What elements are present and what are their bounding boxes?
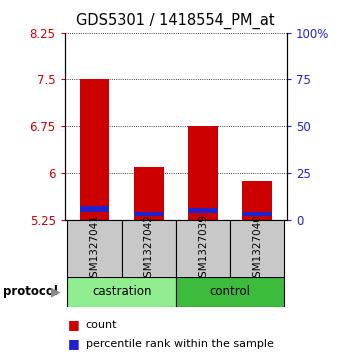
Bar	[176, 220, 230, 278]
Bar	[122, 220, 176, 278]
Text: percentile rank within the sample: percentile rank within the sample	[86, 339, 274, 349]
Text: GSM1327042: GSM1327042	[144, 214, 154, 284]
Bar	[134, 167, 164, 220]
Bar	[176, 277, 284, 307]
Bar	[80, 206, 110, 212]
Text: ■: ■	[68, 318, 80, 331]
Bar	[242, 212, 272, 216]
Text: control: control	[210, 285, 251, 298]
Bar	[188, 208, 218, 213]
Text: GSM1327039: GSM1327039	[198, 214, 208, 284]
Bar	[80, 79, 110, 220]
Bar	[188, 126, 218, 220]
Bar	[134, 212, 164, 216]
Text: castration: castration	[92, 285, 152, 298]
Bar	[230, 220, 284, 278]
Text: GDS5301 / 1418554_PM_at: GDS5301 / 1418554_PM_at	[76, 13, 274, 29]
Bar	[68, 277, 176, 307]
Bar	[242, 181, 272, 220]
Text: GSM1327040: GSM1327040	[252, 214, 262, 284]
Text: GSM1327041: GSM1327041	[90, 214, 99, 284]
Text: protocol: protocol	[4, 285, 58, 298]
Text: ▶: ▶	[51, 285, 60, 298]
Text: ■: ■	[68, 337, 80, 350]
Text: count: count	[86, 320, 117, 330]
Bar	[68, 220, 122, 278]
